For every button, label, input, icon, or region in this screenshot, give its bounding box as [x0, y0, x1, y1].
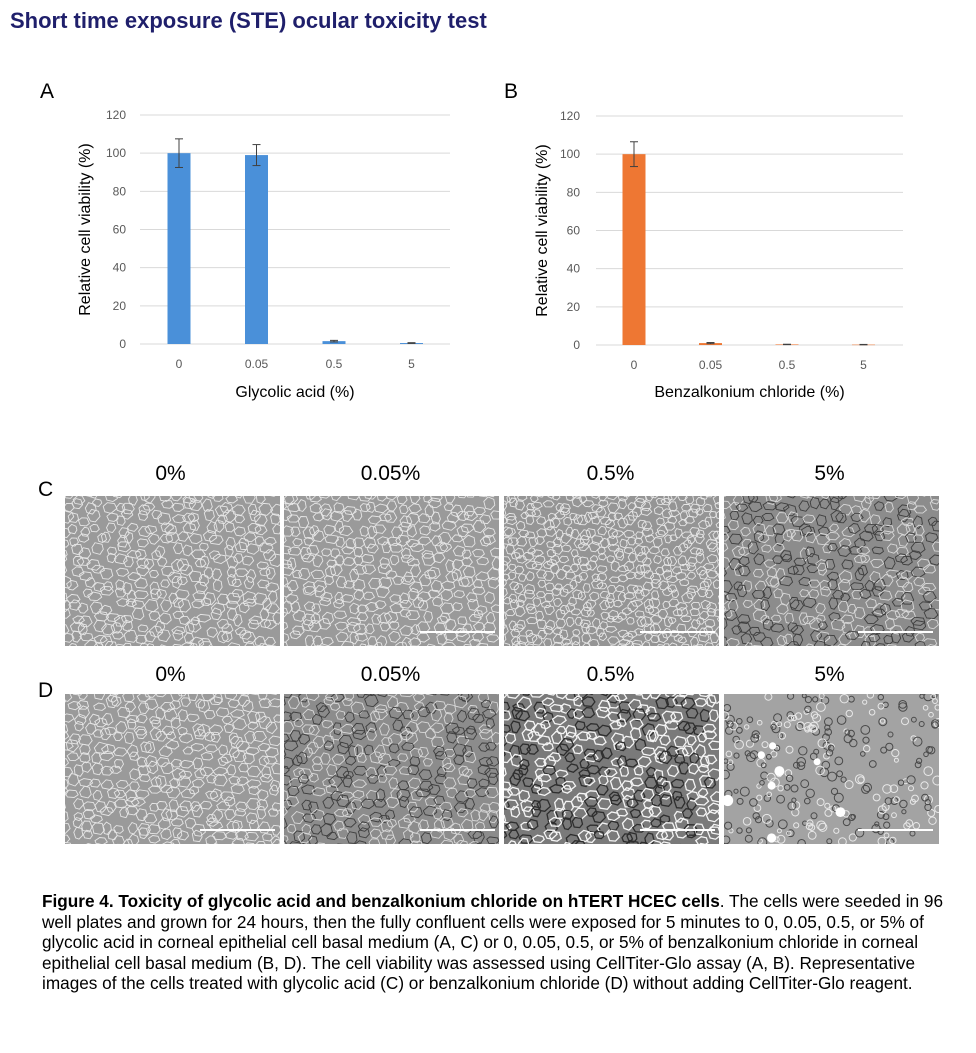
micrograph-d-2 [284, 694, 499, 844]
micrograph-c-2 [284, 496, 499, 646]
panel-label-c: C [38, 478, 54, 501]
x-tick-label: 0.5 [779, 358, 796, 372]
x-axis-label: Benzalkonium chloride (%) [654, 384, 844, 401]
scale-bar [420, 829, 495, 831]
chart-a: 0 20 40 60 80 100 120 0 0.05 0.5 5 Glycolic acid (%… [77, 108, 450, 401]
figure-caption: Figure 4. Toxicity of glycolic acid and … [42, 891, 962, 994]
chart-b: 0 20 40 60 80 100 120 0 0.05 0.5 5 Benzalkonium chl… [534, 109, 903, 401]
x-tick-label: 0.5 [326, 357, 343, 371]
scale-bar [858, 631, 933, 633]
micrograph-d-3 [504, 694, 719, 844]
y-tick-label: 120 [106, 108, 126, 122]
micrograph-c-1 [65, 496, 280, 646]
scale-bar [200, 829, 275, 831]
x-axis-label: Glycolic acid (%) [235, 384, 354, 401]
panel-label-a: A [40, 80, 55, 103]
x-tick-label: 5 [860, 358, 867, 372]
scale-bar [640, 631, 715, 633]
panel-label-b: B [504, 80, 519, 103]
micrograph-c-3 [504, 496, 719, 646]
image-title-c-4: 5% [814, 462, 845, 485]
scale-bar [640, 829, 715, 831]
caption-bold: Figure 4. Toxicity of glycolic acid and … [42, 891, 720, 911]
y-tick-label: 20 [113, 299, 127, 313]
image-title-d-4: 5% [814, 663, 845, 686]
y-axis-label: Relative cell viability (%) [534, 144, 551, 317]
bar [167, 153, 191, 344]
scale-bar [858, 829, 933, 831]
y-tick-label: 100 [560, 147, 580, 161]
y-axis-label: Relative cell viability (%) [77, 143, 94, 316]
image-title-c-3: 0.5% [586, 462, 635, 485]
page-title: Short time exposure (STE) ocular toxicit… [10, 8, 487, 33]
y-tick-label: 0 [119, 337, 126, 351]
bar [245, 155, 268, 344]
y-tick-label: 100 [106, 146, 126, 160]
image-title-d-1: 0% [155, 663, 186, 686]
image-title-d-2: 0.05% [360, 663, 421, 686]
caption-text: . The cells were seeded in 96 well plate… [42, 891, 944, 993]
micrograph-c-4 [724, 496, 939, 646]
micrograph-d-4 [724, 694, 939, 844]
x-tick-label: 0.05 [699, 358, 723, 372]
y-tick-label: 20 [567, 300, 581, 314]
x-tick-label: 0.05 [245, 357, 269, 371]
bar [322, 341, 346, 344]
y-tick-label: 40 [567, 262, 581, 276]
y-tick-label: 80 [113, 184, 127, 198]
y-tick-label: 80 [567, 185, 581, 199]
image-title-c-2: 0.05% [360, 462, 421, 485]
y-tick-label: 60 [567, 224, 581, 238]
y-tick-label: 0 [573, 338, 580, 352]
bar [622, 154, 646, 345]
image-title-d-3: 0.5% [586, 663, 635, 686]
micrograph-d-1 [65, 694, 280, 844]
y-tick-label: 60 [113, 223, 127, 237]
x-tick-label: 0 [176, 357, 183, 371]
x-tick-label: 0 [631, 358, 638, 372]
scale-bar [420, 631, 495, 633]
y-tick-label: 120 [560, 109, 580, 123]
panel-label-d: D [38, 679, 54, 702]
image-title-c-1: 0% [155, 462, 186, 485]
y-tick-label: 40 [113, 261, 127, 275]
x-tick-label: 5 [408, 357, 415, 371]
